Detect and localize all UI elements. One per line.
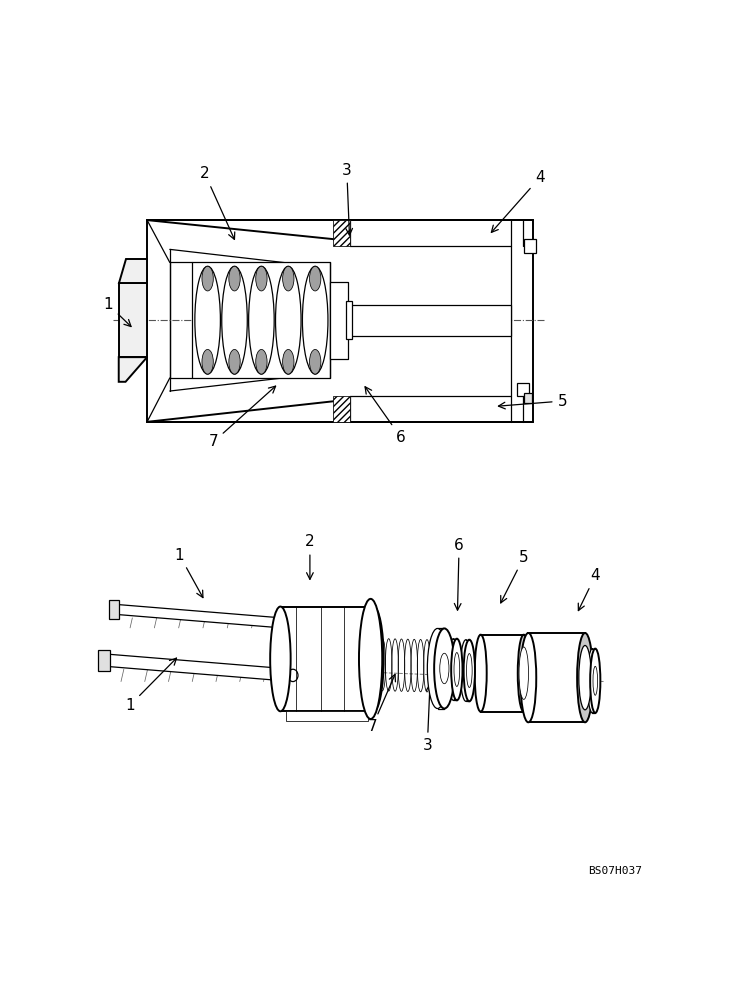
Bar <box>524 393 532 403</box>
Ellipse shape <box>222 266 247 374</box>
Ellipse shape <box>587 649 597 713</box>
Ellipse shape <box>277 618 286 628</box>
Ellipse shape <box>474 635 487 712</box>
Ellipse shape <box>593 666 597 695</box>
Polygon shape <box>119 357 147 382</box>
Ellipse shape <box>363 607 384 711</box>
Ellipse shape <box>451 639 463 700</box>
Bar <box>280 607 373 711</box>
Text: BS07H037: BS07H037 <box>588 866 642 876</box>
Bar <box>348 305 511 336</box>
Ellipse shape <box>283 349 294 374</box>
Ellipse shape <box>310 266 321 291</box>
Text: 5: 5 <box>498 394 567 409</box>
Ellipse shape <box>448 639 459 700</box>
Text: 6: 6 <box>365 387 406 445</box>
Ellipse shape <box>577 633 593 722</box>
Bar <box>524 239 537 253</box>
Text: 3: 3 <box>342 163 353 235</box>
Text: 6: 6 <box>455 538 464 610</box>
Ellipse shape <box>434 628 455 709</box>
Bar <box>517 383 529 396</box>
Ellipse shape <box>288 669 298 682</box>
Text: 4: 4 <box>491 170 545 232</box>
Ellipse shape <box>302 266 328 374</box>
Bar <box>529 633 585 722</box>
Ellipse shape <box>427 628 448 709</box>
Bar <box>346 301 353 339</box>
Text: 1: 1 <box>104 297 131 327</box>
Text: 2: 2 <box>305 534 315 579</box>
Ellipse shape <box>270 607 291 711</box>
Ellipse shape <box>518 635 530 712</box>
Text: 5: 5 <box>501 550 529 603</box>
Ellipse shape <box>440 653 449 684</box>
Ellipse shape <box>310 349 321 374</box>
Ellipse shape <box>519 647 529 699</box>
Ellipse shape <box>520 633 537 722</box>
Polygon shape <box>119 259 147 283</box>
Text: 3: 3 <box>422 684 433 753</box>
Ellipse shape <box>460 640 471 701</box>
Bar <box>286 711 367 721</box>
Polygon shape <box>110 654 293 682</box>
Bar <box>329 282 348 359</box>
Ellipse shape <box>365 625 382 693</box>
Bar <box>332 396 350 422</box>
Ellipse shape <box>195 266 220 374</box>
Polygon shape <box>119 605 282 628</box>
Ellipse shape <box>229 266 240 291</box>
Ellipse shape <box>229 349 240 374</box>
Ellipse shape <box>275 266 301 374</box>
Text: 7: 7 <box>367 674 395 734</box>
Bar <box>98 650 110 671</box>
Ellipse shape <box>249 266 274 374</box>
Text: 1: 1 <box>125 658 176 713</box>
Ellipse shape <box>359 599 382 719</box>
Bar <box>108 600 119 619</box>
Ellipse shape <box>579 645 591 710</box>
Bar <box>332 220 350 246</box>
Bar <box>481 635 524 712</box>
Bar <box>193 262 329 378</box>
Bar <box>329 282 348 359</box>
Text: 7: 7 <box>209 386 276 449</box>
Ellipse shape <box>466 654 472 687</box>
Ellipse shape <box>202 349 213 374</box>
Polygon shape <box>119 283 147 357</box>
Text: 2: 2 <box>200 166 235 239</box>
Ellipse shape <box>202 266 213 291</box>
Ellipse shape <box>283 266 294 291</box>
Text: 4: 4 <box>578 568 600 611</box>
Ellipse shape <box>454 653 460 686</box>
Ellipse shape <box>463 640 475 701</box>
Ellipse shape <box>590 649 600 713</box>
Ellipse shape <box>255 266 267 291</box>
Text: 1: 1 <box>175 548 203 598</box>
Ellipse shape <box>255 349 267 374</box>
